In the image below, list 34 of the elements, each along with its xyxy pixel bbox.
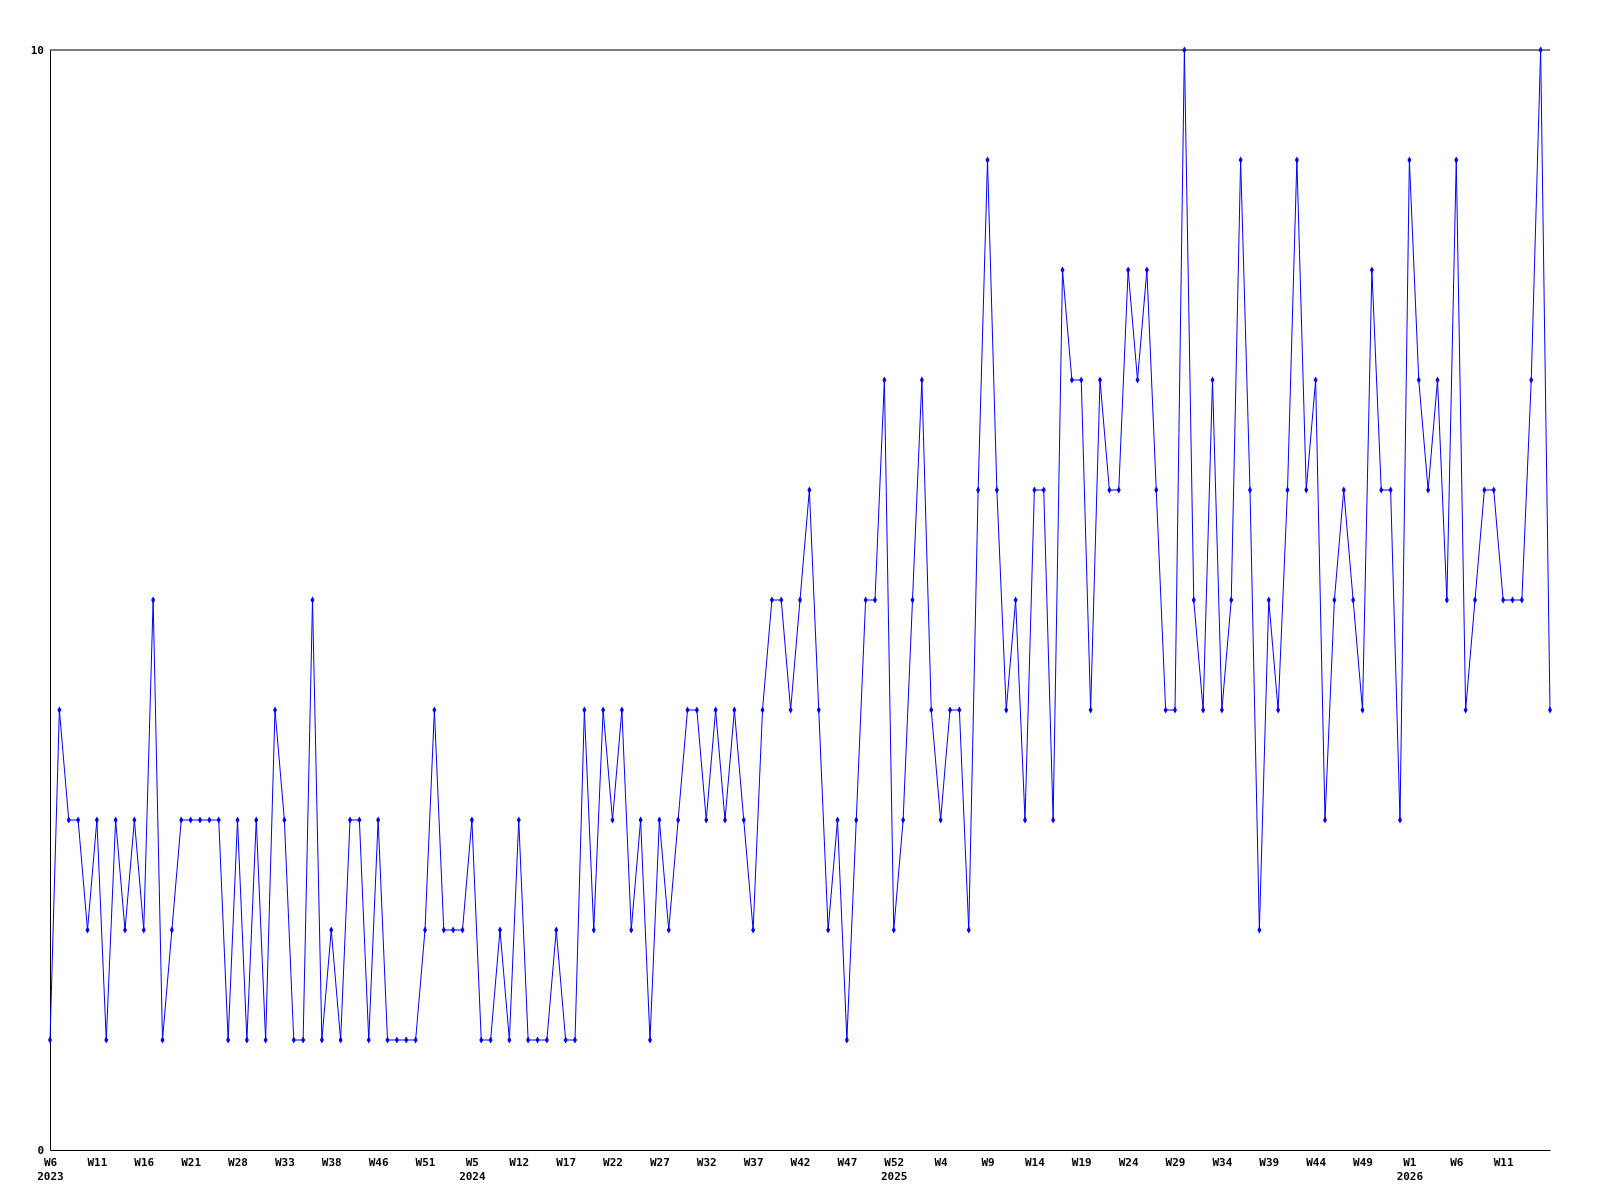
x-tick-label: W52 2025 <box>881 1155 908 1183</box>
x-tick-label: W24 <box>1118 1155 1139 1169</box>
x-tick-label: W12 <box>509 1155 530 1169</box>
x-tick-label: W32 <box>696 1155 717 1169</box>
x-tick-label: W4 <box>934 1155 949 1169</box>
x-tick-label: W51 <box>415 1155 436 1169</box>
x-tick-label: W28 <box>228 1155 248 1169</box>
x-tick-label: W34 <box>1212 1155 1233 1169</box>
x-tick-label: W6 <box>1450 1155 1464 1169</box>
y-tick-label: 10 <box>30 43 44 57</box>
x-tick-label: W21 <box>181 1155 202 1169</box>
x-tick-label: W6 2023 <box>37 1155 64 1183</box>
x-tick-label: W42 <box>790 1155 811 1169</box>
x-tick-label: W49 <box>1353 1155 1373 1169</box>
x-tick-label: W38 <box>321 1155 342 1169</box>
x-tick-label: W11 <box>87 1155 108 1169</box>
x-tick-label: W9 <box>981 1155 995 1169</box>
x-tick-label: W46 <box>368 1155 389 1169</box>
x-tick-label: W14 <box>1024 1155 1046 1169</box>
x-tick-label: W19 <box>1071 1155 1092 1169</box>
x-tick-label: W29 <box>1165 1155 1186 1169</box>
x-tick-label: W47 <box>837 1155 858 1169</box>
x-tick-label: W37 <box>743 1155 764 1169</box>
x-tick-label: W44 <box>1306 1155 1327 1169</box>
x-tick-label: W33 <box>274 1155 295 1169</box>
x-tick-label: W5 2024 <box>459 1155 486 1183</box>
x-tick-label: W39 <box>1259 1155 1280 1169</box>
x-tick-label: W16 <box>134 1155 155 1169</box>
x-tick-label: W27 <box>649 1155 670 1169</box>
y-tick-label: 0 <box>37 1143 44 1157</box>
x-tick-label: W1 2026 <box>1396 1155 1424 1183</box>
x-tick-label: W17 <box>556 1155 577 1169</box>
x-tick-label: W22 <box>603 1155 623 1169</box>
x-tick-label: W11 <box>1493 1155 1514 1169</box>
